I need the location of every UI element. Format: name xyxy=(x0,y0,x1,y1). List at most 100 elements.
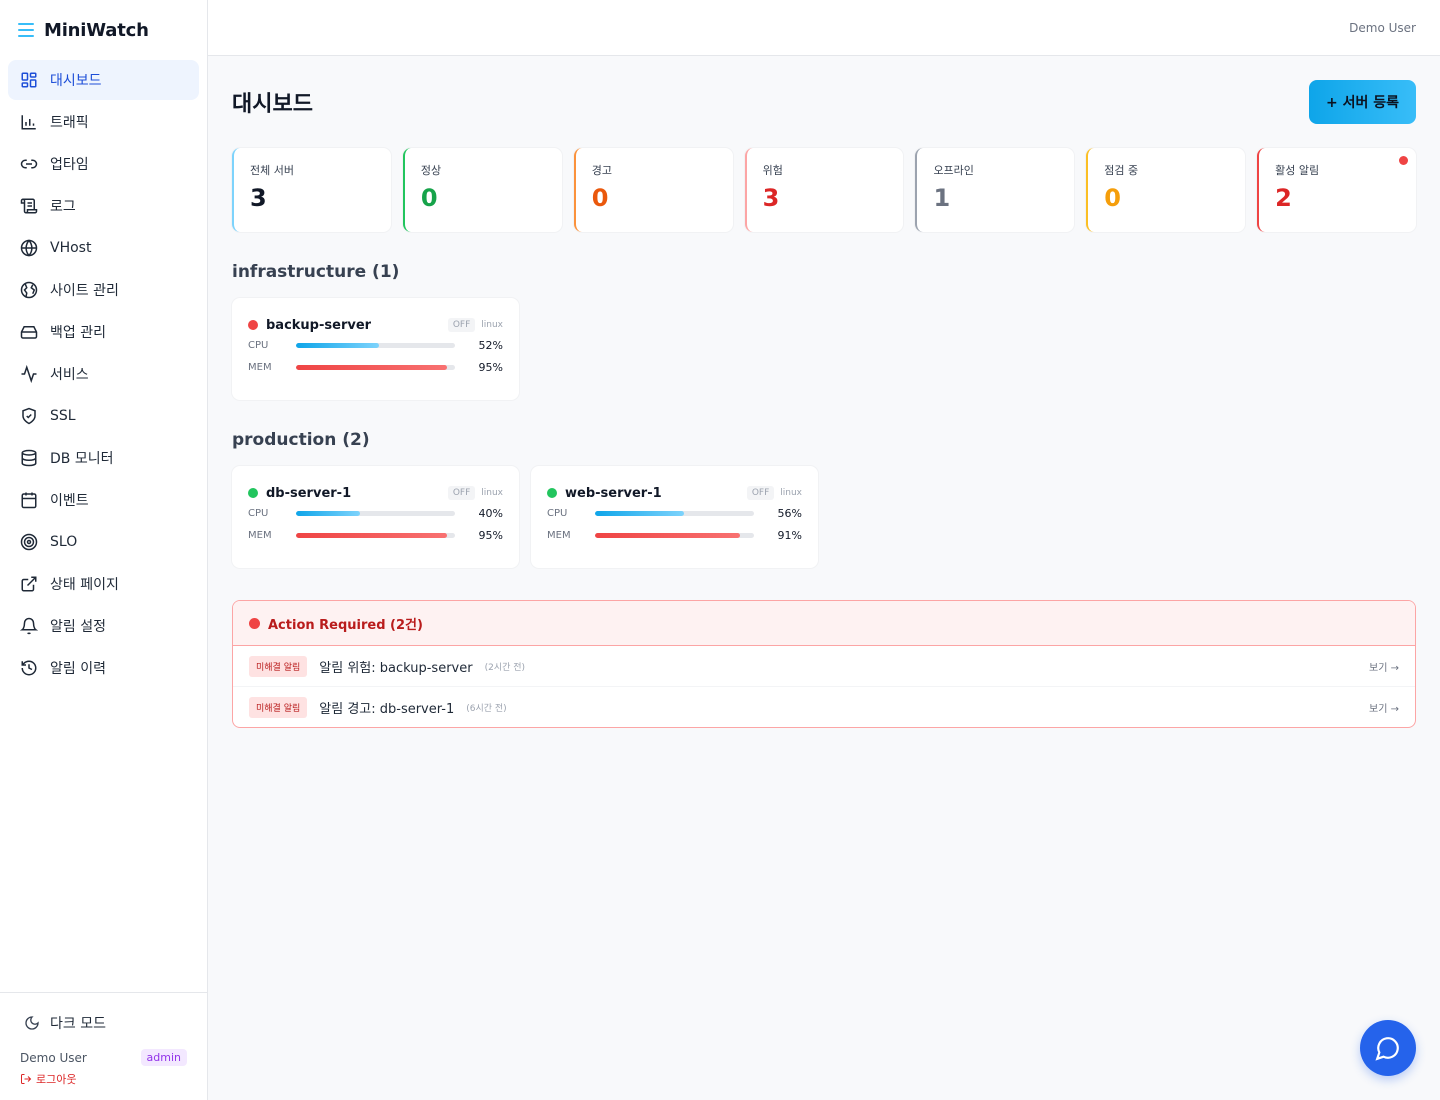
mem-value: 95% xyxy=(478,360,503,374)
sidebar-item-label: VHost xyxy=(50,240,92,256)
stats-row: 전체 서버 3 정상 0 경고 0 위험 3 오프라인 1 점검 중 0 활성 … xyxy=(232,148,1417,232)
stat-card-maintenance[interactable]: 점검 중 0 xyxy=(1086,148,1246,232)
mem-bar-fill xyxy=(296,364,448,370)
sidebar-item-sites[interactable]: 사이트 관리 xyxy=(8,270,199,310)
sidebar-item-db-monitor[interactable]: DB 모니터 xyxy=(8,438,199,478)
action-required-panel: Action Required (2건) 미해결 알림 알림 위험: backu… xyxy=(232,600,1416,728)
stat-value: 0 xyxy=(420,184,438,212)
history-icon xyxy=(21,660,37,676)
sidebar-item-dashboard[interactable]: 대시보드 xyxy=(8,60,199,100)
stat-label: 오프라인 xyxy=(933,164,974,177)
stat-label: 경고 xyxy=(591,164,612,177)
action-required-header: Action Required (2건) xyxy=(233,601,1415,646)
stat-card-total[interactable]: 전체 서버 3 xyxy=(232,148,391,232)
mem-bar xyxy=(296,532,455,538)
sidebar-item-logs[interactable]: 로그 xyxy=(8,186,199,226)
sidebar-item-traffic[interactable]: 트래픽 xyxy=(8,102,199,142)
dashboard-icon xyxy=(21,72,37,88)
topbar-user[interactable]: Demo User xyxy=(1349,20,1416,35)
stat-label: 점검 중 xyxy=(1104,164,1139,177)
page-title: 대시보드 xyxy=(232,92,313,117)
mem-bar xyxy=(595,532,754,538)
sidebar-item-status-page[interactable]: 상태 페이지 xyxy=(8,564,199,604)
sidebar-item-slo[interactable]: SLO xyxy=(8,522,199,562)
menu-icon[interactable] xyxy=(18,23,34,37)
stat-value: 0 xyxy=(1104,184,1121,212)
dark-mode-toggle[interactable]: 다크 모드 xyxy=(20,1005,187,1041)
server-card-header: backup-server OFF linux xyxy=(248,316,503,334)
mem-bar xyxy=(296,364,455,370)
cpu-bar-fill xyxy=(595,510,685,516)
cpu-bar xyxy=(296,342,455,348)
alert-view-link[interactable]: 보기 → xyxy=(1369,704,1399,715)
alert-time: (6시간 전) xyxy=(466,704,507,714)
bell-icon xyxy=(20,617,38,635)
cpu-metric: CPU 40% xyxy=(248,502,503,524)
sidebar-item-services[interactable]: 서비스 xyxy=(8,354,199,394)
add-server-button[interactable]: + 서버 등록 xyxy=(1309,80,1416,124)
topbar: Demo User xyxy=(208,0,1440,56)
sidebar-nav: 대시보드 트래픽 업타임 로그 VHost 사이트 관리 백업 관리 서비스 xyxy=(0,60,207,688)
alert-text: 알림 경고: db-server-1 xyxy=(319,702,455,717)
mem-bar-fill xyxy=(296,532,448,538)
stat-card-critical[interactable]: 위험 3 xyxy=(744,148,904,232)
sidebar-item-ssl[interactable]: SSL xyxy=(8,396,199,436)
alert-indicator-dot xyxy=(1399,156,1409,165)
stat-card-normal[interactable]: 정상 0 xyxy=(402,148,562,232)
stat-label: 정상 xyxy=(420,164,442,177)
app-title: MiniWatch xyxy=(44,19,149,41)
sidebar-user-name: Demo User xyxy=(20,1050,87,1065)
alert-time: (2시간 전) xyxy=(484,662,526,673)
hard-drive-icon xyxy=(20,326,38,339)
sidebar: MiniWatch 대시보드 트래픽 업타임 로그 VHost 사이트 관리 xyxy=(0,0,208,1100)
alert-row[interactable]: 미해결 알림 알림 경고: db-server-1 (6시간 전) 보기 → xyxy=(233,687,1415,727)
alert-text: 알림 위험: backup-server xyxy=(319,660,473,676)
stat-value: 3 xyxy=(762,184,780,212)
sidebar-item-label: 백업 관리 xyxy=(50,325,106,341)
logout-label: 로그아웃 xyxy=(36,1073,77,1086)
globe-icon xyxy=(20,239,38,257)
sidebar-item-label: DB 모니터 xyxy=(50,451,114,467)
cpu-bar xyxy=(296,510,455,516)
stat-card-offline[interactable]: 오프라인 1 xyxy=(915,148,1075,232)
link-icon xyxy=(20,159,38,169)
role-badge: admin xyxy=(140,1049,187,1066)
sidebar-item-label: 상태 페이지 xyxy=(50,577,119,593)
sidebar-item-alert-settings[interactable]: 알림 설정 xyxy=(8,606,199,646)
sidebar-item-label: 대시보드 xyxy=(50,73,102,89)
stat-card-warning[interactable]: 경고 0 xyxy=(573,148,733,232)
chat-button[interactable] xyxy=(1360,1020,1416,1076)
activity-icon xyxy=(21,365,37,383)
sidebar-item-label: 서비스 xyxy=(50,367,89,383)
stat-value: 3 xyxy=(250,184,267,212)
mem-label: MEM xyxy=(547,529,571,541)
sidebar-item-label: 로그 xyxy=(50,199,76,215)
mem-label: MEM xyxy=(248,529,272,541)
sidebar-item-alert-history[interactable]: 알림 이력 xyxy=(8,648,199,688)
cpu-metric: CPU 52% xyxy=(248,334,503,356)
cpu-bar xyxy=(595,510,754,516)
logout-icon xyxy=(21,1074,32,1084)
sidebar-item-events[interactable]: 이벤트 xyxy=(8,480,199,520)
alert-view-link[interactable]: 보기 → xyxy=(1369,662,1399,674)
sidebar-item-vhost[interactable]: VHost xyxy=(8,228,199,268)
server-card[interactable]: db-server-1 OFF linux CPU 40% MEM 95% xyxy=(232,466,519,568)
stat-value: 2 xyxy=(1275,184,1292,212)
action-required-title: Action Required (2건) xyxy=(268,617,423,633)
moon-icon xyxy=(25,1016,39,1030)
server-card[interactable]: backup-server OFF linux CPU 52% MEM 95% xyxy=(232,298,519,400)
os-tag: linux xyxy=(481,320,503,330)
cpu-bar-fill xyxy=(296,510,360,516)
unresolved-badge: 미해결 알림 xyxy=(249,697,308,718)
mem-metric: MEM 95% xyxy=(248,524,503,546)
sidebar-item-uptime[interactable]: 업타임 xyxy=(8,144,199,184)
brand: MiniWatch xyxy=(0,0,207,60)
status-dot xyxy=(547,488,557,498)
stat-card-active-alerts[interactable]: 활성 알림 2 xyxy=(1257,148,1417,232)
server-card[interactable]: web-server-1 OFF linux CPU 56% MEM 91% xyxy=(531,466,818,568)
page-header: 대시보드 + 서버 등록 xyxy=(232,80,1416,124)
logout-link[interactable]: 로그아웃 xyxy=(20,1071,187,1087)
sidebar-item-backup[interactable]: 백업 관리 xyxy=(8,312,199,352)
server-card-header: web-server-1 OFF linux xyxy=(547,484,802,502)
alert-row[interactable]: 미해결 알림 알림 위험: backup-server (2시간 전) 보기 → xyxy=(233,646,1415,687)
